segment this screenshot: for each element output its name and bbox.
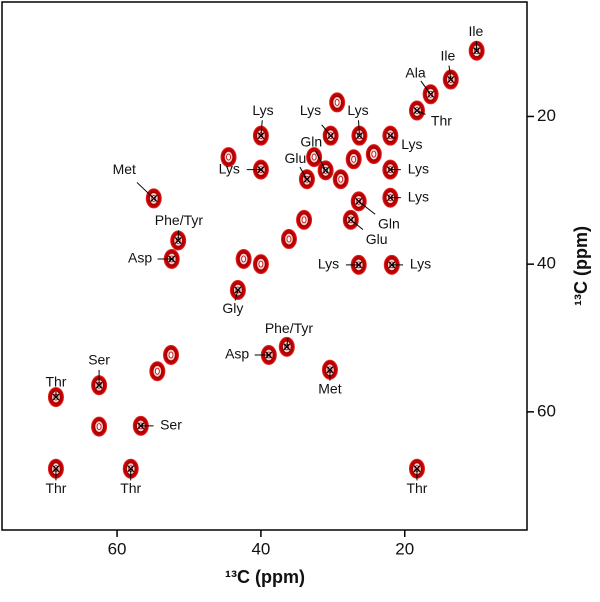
contour-core bbox=[372, 151, 376, 157]
y-tick-label: 20 bbox=[537, 106, 556, 125]
x-axis-title: ¹³C (ppm) bbox=[225, 567, 305, 587]
x-tick-label: 40 bbox=[251, 539, 270, 558]
x-tick-label: 20 bbox=[395, 539, 414, 558]
peak-label: Ala bbox=[405, 64, 425, 80]
contour-core bbox=[242, 256, 246, 262]
peak-label: Lys bbox=[408, 188, 429, 204]
y-axis-title: ¹³C (ppm) bbox=[571, 226, 591, 306]
peak-label: Glu bbox=[285, 150, 307, 166]
peak-label: Lys bbox=[347, 102, 368, 118]
peak-label: Gln bbox=[300, 134, 322, 150]
peak-label: Phe/Tyr bbox=[155, 212, 204, 228]
peak-label: Thr bbox=[406, 480, 427, 496]
peak-label: Thr bbox=[431, 112, 452, 128]
contour-core bbox=[155, 368, 159, 374]
peak-label: Ile bbox=[469, 23, 484, 39]
peak-label: Ser bbox=[160, 417, 182, 433]
peak-label: Lys bbox=[410, 256, 431, 272]
peak-label: Thr bbox=[45, 480, 66, 496]
peak-label: Lys bbox=[318, 256, 339, 272]
peak-label: Thr bbox=[45, 374, 66, 390]
contour-core bbox=[287, 236, 291, 242]
peak-label: Phe/Tyr bbox=[265, 320, 314, 336]
peak-label: Lys bbox=[408, 160, 429, 176]
peak-label: Met bbox=[113, 161, 136, 177]
peak-label: Gly bbox=[222, 300, 243, 316]
peak-label: Ile bbox=[440, 47, 455, 63]
contour-core bbox=[335, 99, 339, 105]
contour-core bbox=[169, 352, 173, 358]
peak-label: Ser bbox=[88, 352, 110, 368]
peak-label: Lys bbox=[401, 136, 422, 152]
contour-core bbox=[97, 424, 101, 430]
peak-label: Lys bbox=[219, 160, 240, 176]
peak-label: Asp bbox=[225, 346, 249, 362]
peak-label: Thr bbox=[120, 480, 141, 496]
contour-core bbox=[339, 176, 343, 182]
contour-core bbox=[302, 217, 306, 223]
x-tick-label: 60 bbox=[108, 539, 127, 558]
peak-label: Gln bbox=[378, 216, 400, 232]
contour-core bbox=[352, 156, 356, 162]
peak-label: Lys bbox=[252, 102, 273, 118]
contour-core bbox=[259, 261, 263, 267]
contour-core bbox=[227, 154, 231, 160]
y-tick-label: 60 bbox=[537, 401, 556, 420]
y-tick-label: 40 bbox=[537, 254, 556, 273]
peak-label: Lys bbox=[300, 102, 321, 118]
peak-label: Glu bbox=[366, 231, 388, 247]
peak-label: Met bbox=[318, 380, 341, 396]
contour-core bbox=[312, 154, 316, 160]
peak-label: Asp bbox=[128, 250, 152, 266]
